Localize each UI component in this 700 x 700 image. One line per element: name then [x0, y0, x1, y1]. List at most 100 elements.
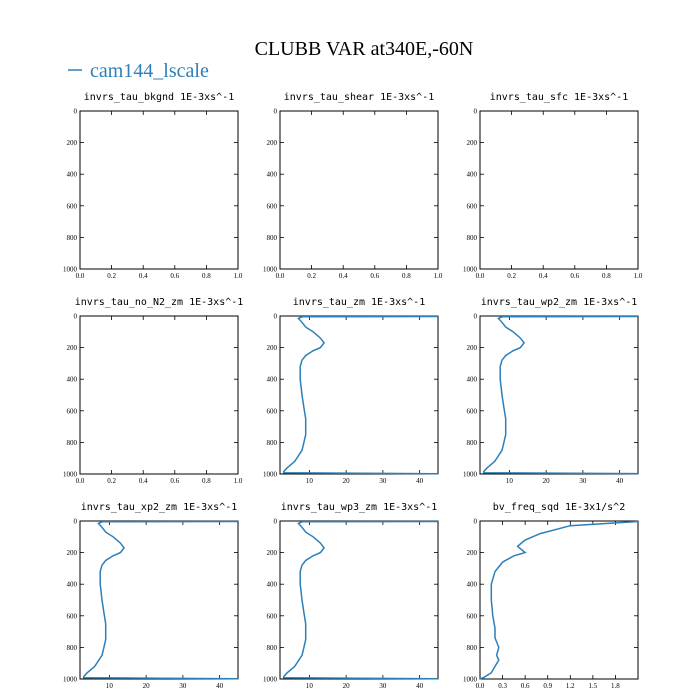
x-tick-label: 1.5 [588, 682, 597, 690]
plot-frame [479, 520, 639, 680]
plot-frame [479, 315, 639, 475]
x-tick-label: 40 [216, 682, 224, 690]
panel-7: invrs_tau_xp2_zm 1E-3xs^-10 200 400 600 800 1… [63, 502, 239, 690]
y-tick-label: 1000 [463, 676, 478, 684]
y-tick-label: 0 [474, 518, 478, 526]
series-line [82, 520, 239, 680]
panel-title: invrs_tau_zm 1E-3xs^-1 [293, 297, 425, 308]
legend-label: cam144_lscale [90, 60, 209, 82]
x-tick-label: 1.0 [434, 272, 443, 280]
panel-title: invrs_tau_shear 1E-3xs^-1 [284, 92, 435, 103]
x-tick-label: 10 [506, 477, 514, 485]
y-tick-label: 1000 [63, 676, 78, 684]
x-tick-label: 0.6 [170, 477, 179, 485]
y-tick-label: 200 [67, 344, 78, 352]
y-tick-label: 800 [67, 234, 78, 242]
x-tick-label: 0.6 [370, 272, 379, 280]
x-tick-label: 0.4 [139, 477, 148, 485]
x-tick-label: 30 [379, 477, 387, 485]
x-tick-label: 0.2 [307, 272, 316, 280]
y-tick-label: 400 [267, 581, 278, 589]
y-tick-label: 600 [267, 612, 278, 620]
y-tick-label: 200 [67, 139, 78, 147]
y-tick-label: 600 [467, 202, 478, 210]
x-tick-label: 1.8 [611, 682, 620, 690]
plot-frame [279, 110, 439, 270]
panel-9: bv_freq_sqd 1E-3x1/s^2020040060080010000… [463, 502, 639, 690]
x-tick-label: 10 [306, 682, 314, 690]
y-tick-label: 800 [67, 644, 78, 652]
x-tick-label: 0.2 [107, 272, 116, 280]
panel-6: invrs_tau_wp2_zm 1E-3xs^-10 200 400 600 800 1… [463, 297, 639, 485]
panel-title: invrs_tau_wp2_zm 1E-3xs^-1 [481, 297, 638, 308]
y-tick-label: 600 [67, 202, 78, 210]
y-tick-label: 1000 [263, 266, 278, 274]
series-line [482, 315, 639, 475]
y-tick-label: 400 [67, 581, 78, 589]
x-tick-label: 40 [616, 477, 624, 485]
plot-frame [79, 315, 239, 475]
y-tick-label: 1000 [63, 471, 78, 479]
x-tick-label: 30 [579, 477, 587, 485]
y-tick-label: 1000 [263, 676, 278, 684]
y-tick-label: 200 [67, 549, 78, 557]
panel-8: invrs_tau_wp3_zm 1E-3xs^-10 200 400 600 800 1… [263, 502, 439, 690]
y-tick-label: 800 [467, 644, 478, 652]
x-tick-label: 30 [179, 682, 187, 690]
y-tick-label: 200 [467, 549, 478, 557]
y-tick-label: 800 [267, 234, 278, 242]
series-line [479, 520, 639, 680]
y-tick-label: 400 [67, 376, 78, 384]
y-tick-label: 200 [467, 139, 478, 147]
panel-4: invrs_tau_no_N2_zm 1E-3xs^-1 0 200 400 600 80… [63, 297, 243, 485]
legend: cam144_lscale [68, 60, 209, 82]
y-tick-label: 600 [467, 612, 478, 620]
x-tick-label: 0.6 [521, 682, 530, 690]
figure-title: CLUBB VAR at340E,-60N [255, 38, 474, 60]
y-tick-label: 0 [74, 313, 78, 321]
x-tick-label: 20 [143, 682, 151, 690]
y-tick-label: 1000 [63, 266, 78, 274]
x-tick-label: 20 [343, 477, 351, 485]
y-tick-label: 200 [267, 344, 278, 352]
y-tick-label: 600 [67, 407, 78, 415]
x-tick-label: 1.0 [634, 272, 643, 280]
x-tick-label: 0.0 [76, 272, 85, 280]
x-tick-label: 20 [343, 682, 351, 690]
y-tick-label: 800 [267, 439, 278, 447]
y-tick-label: 200 [467, 344, 478, 352]
x-tick-label: 1.0 [234, 477, 243, 485]
y-tick-label: 600 [467, 407, 478, 415]
panel-title: invrs_tau_xp2_zm 1E-3xs^-1 [81, 502, 238, 513]
x-tick-label: 0.8 [602, 272, 611, 280]
x-tick-label: 0.8 [202, 477, 211, 485]
panel-title: invrs_tau_bkgnd 1E-3xs^-1 [84, 92, 235, 103]
y-tick-label: 0 [274, 108, 278, 116]
x-tick-label: 40 [416, 682, 424, 690]
y-tick-label: 1000 [463, 471, 478, 479]
plot-frame [279, 315, 439, 475]
panel-title: invrs_tau_wp3_zm 1E-3xs^-1 [281, 502, 438, 513]
x-tick-label: 0.0 [276, 272, 285, 280]
x-tick-label: 0.6 [570, 272, 579, 280]
x-tick-label: 0.3 [498, 682, 507, 690]
x-tick-label: 0.8 [202, 272, 211, 280]
x-tick-label: 1.2 [566, 682, 575, 690]
y-tick-label: 0 [474, 313, 478, 321]
y-tick-label: 800 [467, 234, 478, 242]
x-tick-label: 0.0 [476, 272, 485, 280]
panel-2: invrs_tau_shear 1E-3xs^-1 0 200 400 600 800 10… [263, 92, 443, 280]
panel-title: invrs_tau_no_N2_zm 1E-3xs^-1 [75, 297, 244, 308]
y-tick-label: 400 [467, 581, 478, 589]
y-tick-label: 200 [267, 549, 278, 557]
y-tick-label: 400 [267, 376, 278, 384]
y-tick-label: 800 [267, 644, 278, 652]
y-tick-label: 0 [74, 518, 78, 526]
y-tick-label: 400 [467, 171, 478, 179]
y-tick-label: 0 [274, 313, 278, 321]
x-tick-label: 0.2 [507, 272, 516, 280]
plot-frame [79, 520, 239, 680]
series-line [282, 520, 439, 680]
y-tick-label: 600 [267, 202, 278, 210]
x-tick-label: 1.0 [234, 272, 243, 280]
